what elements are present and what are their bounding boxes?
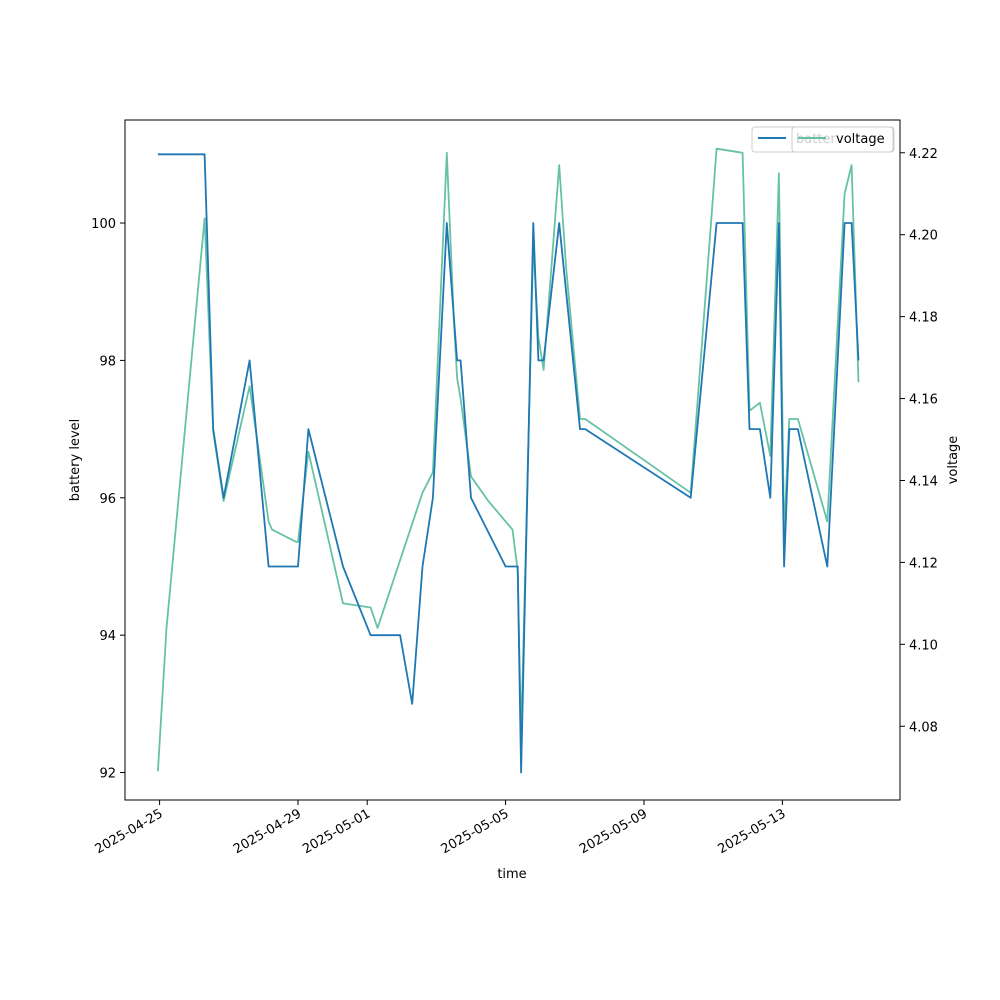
right-axis-tick-label: 4.22 <box>909 147 938 162</box>
series-line-battery-level <box>157 153 860 774</box>
x-axis-tick-label: 2025-05-09 <box>577 806 650 857</box>
right-axis-tick-label: 4.12 <box>909 556 938 571</box>
right-axis-tick-label: 4.08 <box>909 720 938 735</box>
x-axis-tick-label: 2025-04-29 <box>231 806 304 857</box>
right-axis-tick-label: 4.20 <box>909 229 938 244</box>
right-axis-tick-label: 4.18 <box>909 311 938 326</box>
legend-box <box>791 126 894 153</box>
left-axis-tick-label: 100 <box>91 217 116 232</box>
left-axis-tick-label: 92 <box>99 767 116 782</box>
right-axis-tick-label: 4.16 <box>909 393 938 408</box>
left-axis-tick-label: 96 <box>99 492 116 507</box>
x-axis-label: time <box>497 867 526 882</box>
x-axis-tick-label: 2025-05-13 <box>715 806 788 857</box>
series-layer <box>157 147 860 774</box>
right-axis-tick-label: 4.10 <box>909 638 938 653</box>
right-axis-label: voltage <box>946 436 961 485</box>
series-line-voltage <box>157 147 860 772</box>
plot-frame <box>124 119 901 801</box>
left-axis-label: battery level <box>68 419 83 502</box>
left-axis-tick-label: 98 <box>99 354 116 369</box>
right-axis-tick-label: 4.14 <box>909 474 938 489</box>
axes-layer: 92 94 96 98 100 4.08 4.10 4.12 4.14 4.16 4.18 4.20 4… <box>91 147 938 857</box>
x-axis-tick-label: 2025-05-05 <box>439 806 512 857</box>
legend-voltage: voltage <box>791 126 894 153</box>
x-axis-tick-label: 2025-05-01 <box>300 806 373 857</box>
x-axis-tick-label: 2025-04-25 <box>93 806 166 857</box>
legend-label-voltage: voltage <box>836 132 885 147</box>
left-axis-tick-label: 94 <box>99 629 116 644</box>
